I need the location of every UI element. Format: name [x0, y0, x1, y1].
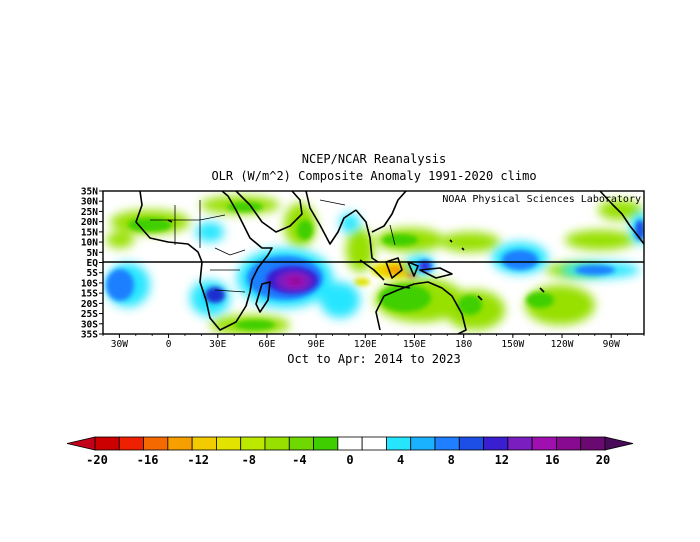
colorbar-swatch	[240, 436, 266, 451]
coastlines	[135, 191, 644, 334]
map-panel: NOAA Physical Sciences Laboratory 35N30N…	[81, 187, 645, 350]
madagascar-coastline	[255, 281, 271, 313]
colorbar-swatch	[264, 436, 290, 451]
colorbar-label: -12	[187, 453, 209, 467]
lat-tick-label: 35S	[81, 330, 98, 341]
lon-tick-label: 150E	[403, 339, 426, 350]
lat-tick-label: EQ	[87, 258, 99, 269]
colorbar-swatch	[386, 436, 412, 451]
colorbar-swatch	[361, 436, 387, 451]
colorbar-swatch	[507, 436, 533, 451]
lat-tick-label: 25N	[81, 207, 98, 218]
colorbar-swatch	[167, 436, 193, 451]
positive-anomaly-purple	[266, 262, 429, 294]
colorbar-label: 20	[596, 453, 610, 467]
colorbar-swatch	[191, 436, 217, 451]
lon-tick-label: 30W	[111, 339, 128, 350]
longitude-axis: 30W 0 30E 60E 90E 120E 150E 180 150W 120W 90W	[102, 334, 645, 350]
southeast-asia-coastline	[355, 191, 407, 263]
negative-anomaly-green	[128, 202, 554, 330]
period-subtitle: Oct to Apr: 2014 to 2023	[287, 352, 460, 366]
lon-tick-label: 30E	[209, 339, 226, 350]
strong-negative-anomaly	[354, 261, 419, 286]
lat-tick-label: 10S	[81, 278, 98, 289]
lon-tick-label: 90W	[603, 339, 620, 350]
colorbar-label: -20	[86, 453, 108, 467]
title-line-1: NCEP/NCAR Reanalysis	[302, 152, 447, 166]
africa-coastline	[135, 191, 273, 331]
colorbar: -20 -16 -12 -8 -4 0 4 8 12 16 20	[66, 436, 634, 467]
colorbar-swatch	[458, 436, 484, 451]
colorbar-swatch	[313, 436, 339, 451]
colorbar-swatch	[143, 436, 169, 451]
colorbar-swatch	[434, 436, 460, 451]
colorbar-label: 8	[448, 453, 455, 467]
colorbar-label: 0	[346, 453, 353, 467]
colorbar-swatch	[118, 436, 144, 451]
americas-coastline	[599, 191, 644, 245]
australia-coastline	[375, 281, 467, 334]
lat-tick-label: 35N	[81, 187, 98, 198]
lat-tick-label: 10N	[81, 238, 98, 249]
lon-tick-label: 120W	[551, 339, 574, 350]
colorbar-label: -16	[137, 453, 159, 467]
lon-tick-label: 150W	[501, 339, 524, 350]
india-coastline	[305, 191, 357, 245]
lat-tick-label: 30S	[81, 319, 98, 330]
lon-tick-label: 0	[166, 339, 172, 350]
lat-tick-label: 25S	[81, 309, 98, 320]
arabia-coastline	[235, 191, 303, 233]
colorbar-label: -4	[292, 453, 306, 467]
colorbar-under-triangle	[66, 436, 96, 451]
lat-tick-label: 5S	[87, 268, 99, 279]
colorbar-label: -8	[242, 453, 256, 467]
borders	[150, 199, 396, 293]
lat-tick-label: 15S	[81, 289, 98, 300]
colorbar-swatch	[216, 436, 242, 451]
lon-tick-label: 180	[455, 339, 472, 350]
lat-tick-label: 15N	[81, 227, 98, 238]
lon-tick-label: 120E	[354, 339, 377, 350]
latitude-axis: 35N30N25N20N15N10N5NEQ5S10S15S20S25S30S3…	[81, 187, 103, 341]
colorbar-swatch	[288, 436, 314, 451]
maritime-continent-coastline	[359, 257, 453, 289]
title-line-2: OLR (W/m^2) Composite Anomaly 1991-2020 …	[211, 169, 536, 183]
lat-tick-label: 20S	[81, 299, 98, 310]
colorbar-swatch	[410, 436, 436, 451]
colorbar-label: 12	[495, 453, 509, 467]
colorbar-over-triangle	[604, 436, 634, 451]
colorbar-swatch	[531, 436, 557, 451]
colorbar-swatch	[483, 436, 509, 451]
lon-tick-label: 90E	[308, 339, 325, 350]
colorbar-label: 16	[545, 453, 559, 467]
lon-tick-label: 60E	[258, 339, 275, 350]
islands	[167, 219, 545, 301]
colorbar-swatch	[556, 436, 582, 451]
lat-tick-label: 30N	[81, 197, 98, 208]
lat-tick-label: 5N	[87, 248, 99, 259]
credit-label: NOAA Physical Sciences Laboratory	[442, 194, 641, 205]
colorbar-label: 4	[397, 453, 404, 467]
lat-tick-label: 20N	[81, 217, 98, 228]
colorbar-swatch	[94, 436, 120, 451]
colorbar-swatch	[580, 436, 606, 451]
colorbar-swatch	[337, 436, 363, 451]
